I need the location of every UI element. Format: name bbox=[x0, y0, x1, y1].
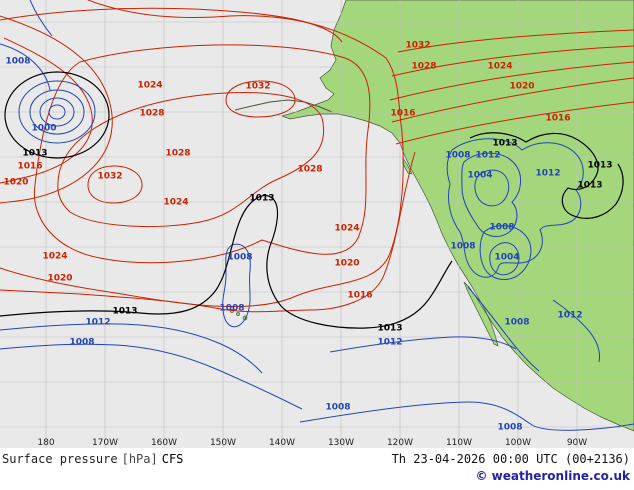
product-unit: [hPa] bbox=[121, 452, 158, 466]
isobars-low-pressure bbox=[0, 0, 634, 431]
model-name: CFS bbox=[161, 452, 184, 466]
lon-label-150W: 150W bbox=[209, 438, 237, 448]
isobar-path bbox=[0, 0, 404, 307]
product-name: Surface pressure bbox=[2, 452, 118, 466]
isobar-path bbox=[222, 243, 251, 328]
isobar-path bbox=[29, 0, 53, 37]
isobar-path bbox=[391, 77, 634, 123]
isobar-ring bbox=[18, 80, 96, 144]
lon-label-120W: 120W bbox=[386, 438, 414, 448]
isobar-path bbox=[395, 101, 634, 145]
isobars-high-pressure bbox=[0, 0, 634, 313]
aleutian-islands bbox=[234, 99, 333, 113]
isobar-path bbox=[446, 138, 584, 278]
isobar-path bbox=[474, 169, 510, 207]
lon-label-100W: 100W bbox=[504, 438, 532, 448]
isobar-path bbox=[0, 37, 93, 184]
isobar-path bbox=[397, 29, 634, 53]
isobar-path bbox=[0, 343, 303, 410]
isobar-ring bbox=[48, 104, 66, 120]
graticule-meridians bbox=[45, 0, 578, 448]
isobar-path bbox=[0, 15, 113, 204]
lon-label-180: 180 bbox=[37, 438, 55, 448]
isobar-path bbox=[0, 151, 416, 313]
lon-label-110W: 110W bbox=[445, 438, 473, 448]
isobar-path bbox=[0, 43, 51, 91]
isobar-path bbox=[0, 7, 343, 43]
lon-label-140W: 140W bbox=[268, 438, 296, 448]
isobar-path bbox=[0, 195, 453, 329]
isobars-1013 bbox=[0, 71, 624, 329]
isobar-ring bbox=[29, 89, 85, 135]
isobar-path bbox=[467, 286, 540, 372]
lon-label-130W: 130W bbox=[327, 438, 355, 448]
valid-time: Th 23-04-2026 00:00 UTC (00+2136) bbox=[391, 452, 630, 466]
isobar-path bbox=[57, 92, 325, 228]
lon-label-160W: 160W bbox=[150, 438, 178, 448]
lon-label-170W: 170W bbox=[91, 438, 119, 448]
isobar-path bbox=[87, 165, 143, 204]
pressure-map-svg bbox=[0, 0, 634, 448]
hawaii-island bbox=[236, 312, 240, 316]
isobar-path bbox=[479, 225, 532, 280]
isobar-path bbox=[552, 299, 600, 363]
isobar-path bbox=[299, 401, 634, 431]
isobar-ring bbox=[4, 71, 110, 159]
isobar-path bbox=[391, 45, 634, 77]
graticule bbox=[0, 0, 634, 448]
longitude-axis: 180 170W 160W 150W 140W 130W 120W 110W 100W 90W bbox=[0, 439, 634, 450]
lon-label-90W: 90W bbox=[566, 438, 588, 448]
isobar-path bbox=[469, 132, 624, 219]
isobar-path bbox=[489, 242, 520, 276]
isobar-path bbox=[461, 152, 521, 237]
graticule-parallels bbox=[0, 21, 634, 428]
isobar-path bbox=[0, 323, 263, 374]
isobar-path bbox=[225, 80, 296, 118]
copyright-link[interactable]: © weatheronline.co.uk bbox=[475, 469, 630, 483]
isobar-ring bbox=[39, 97, 75, 127]
product-title: Surface pressure [hPa] CFS bbox=[2, 452, 183, 466]
isobar-path bbox=[329, 336, 517, 353]
isobar-path bbox=[389, 61, 634, 101]
map-area: 1024 1032 1028 1028 1032 1024 1028 1024 1020 1016… bbox=[0, 0, 634, 448]
